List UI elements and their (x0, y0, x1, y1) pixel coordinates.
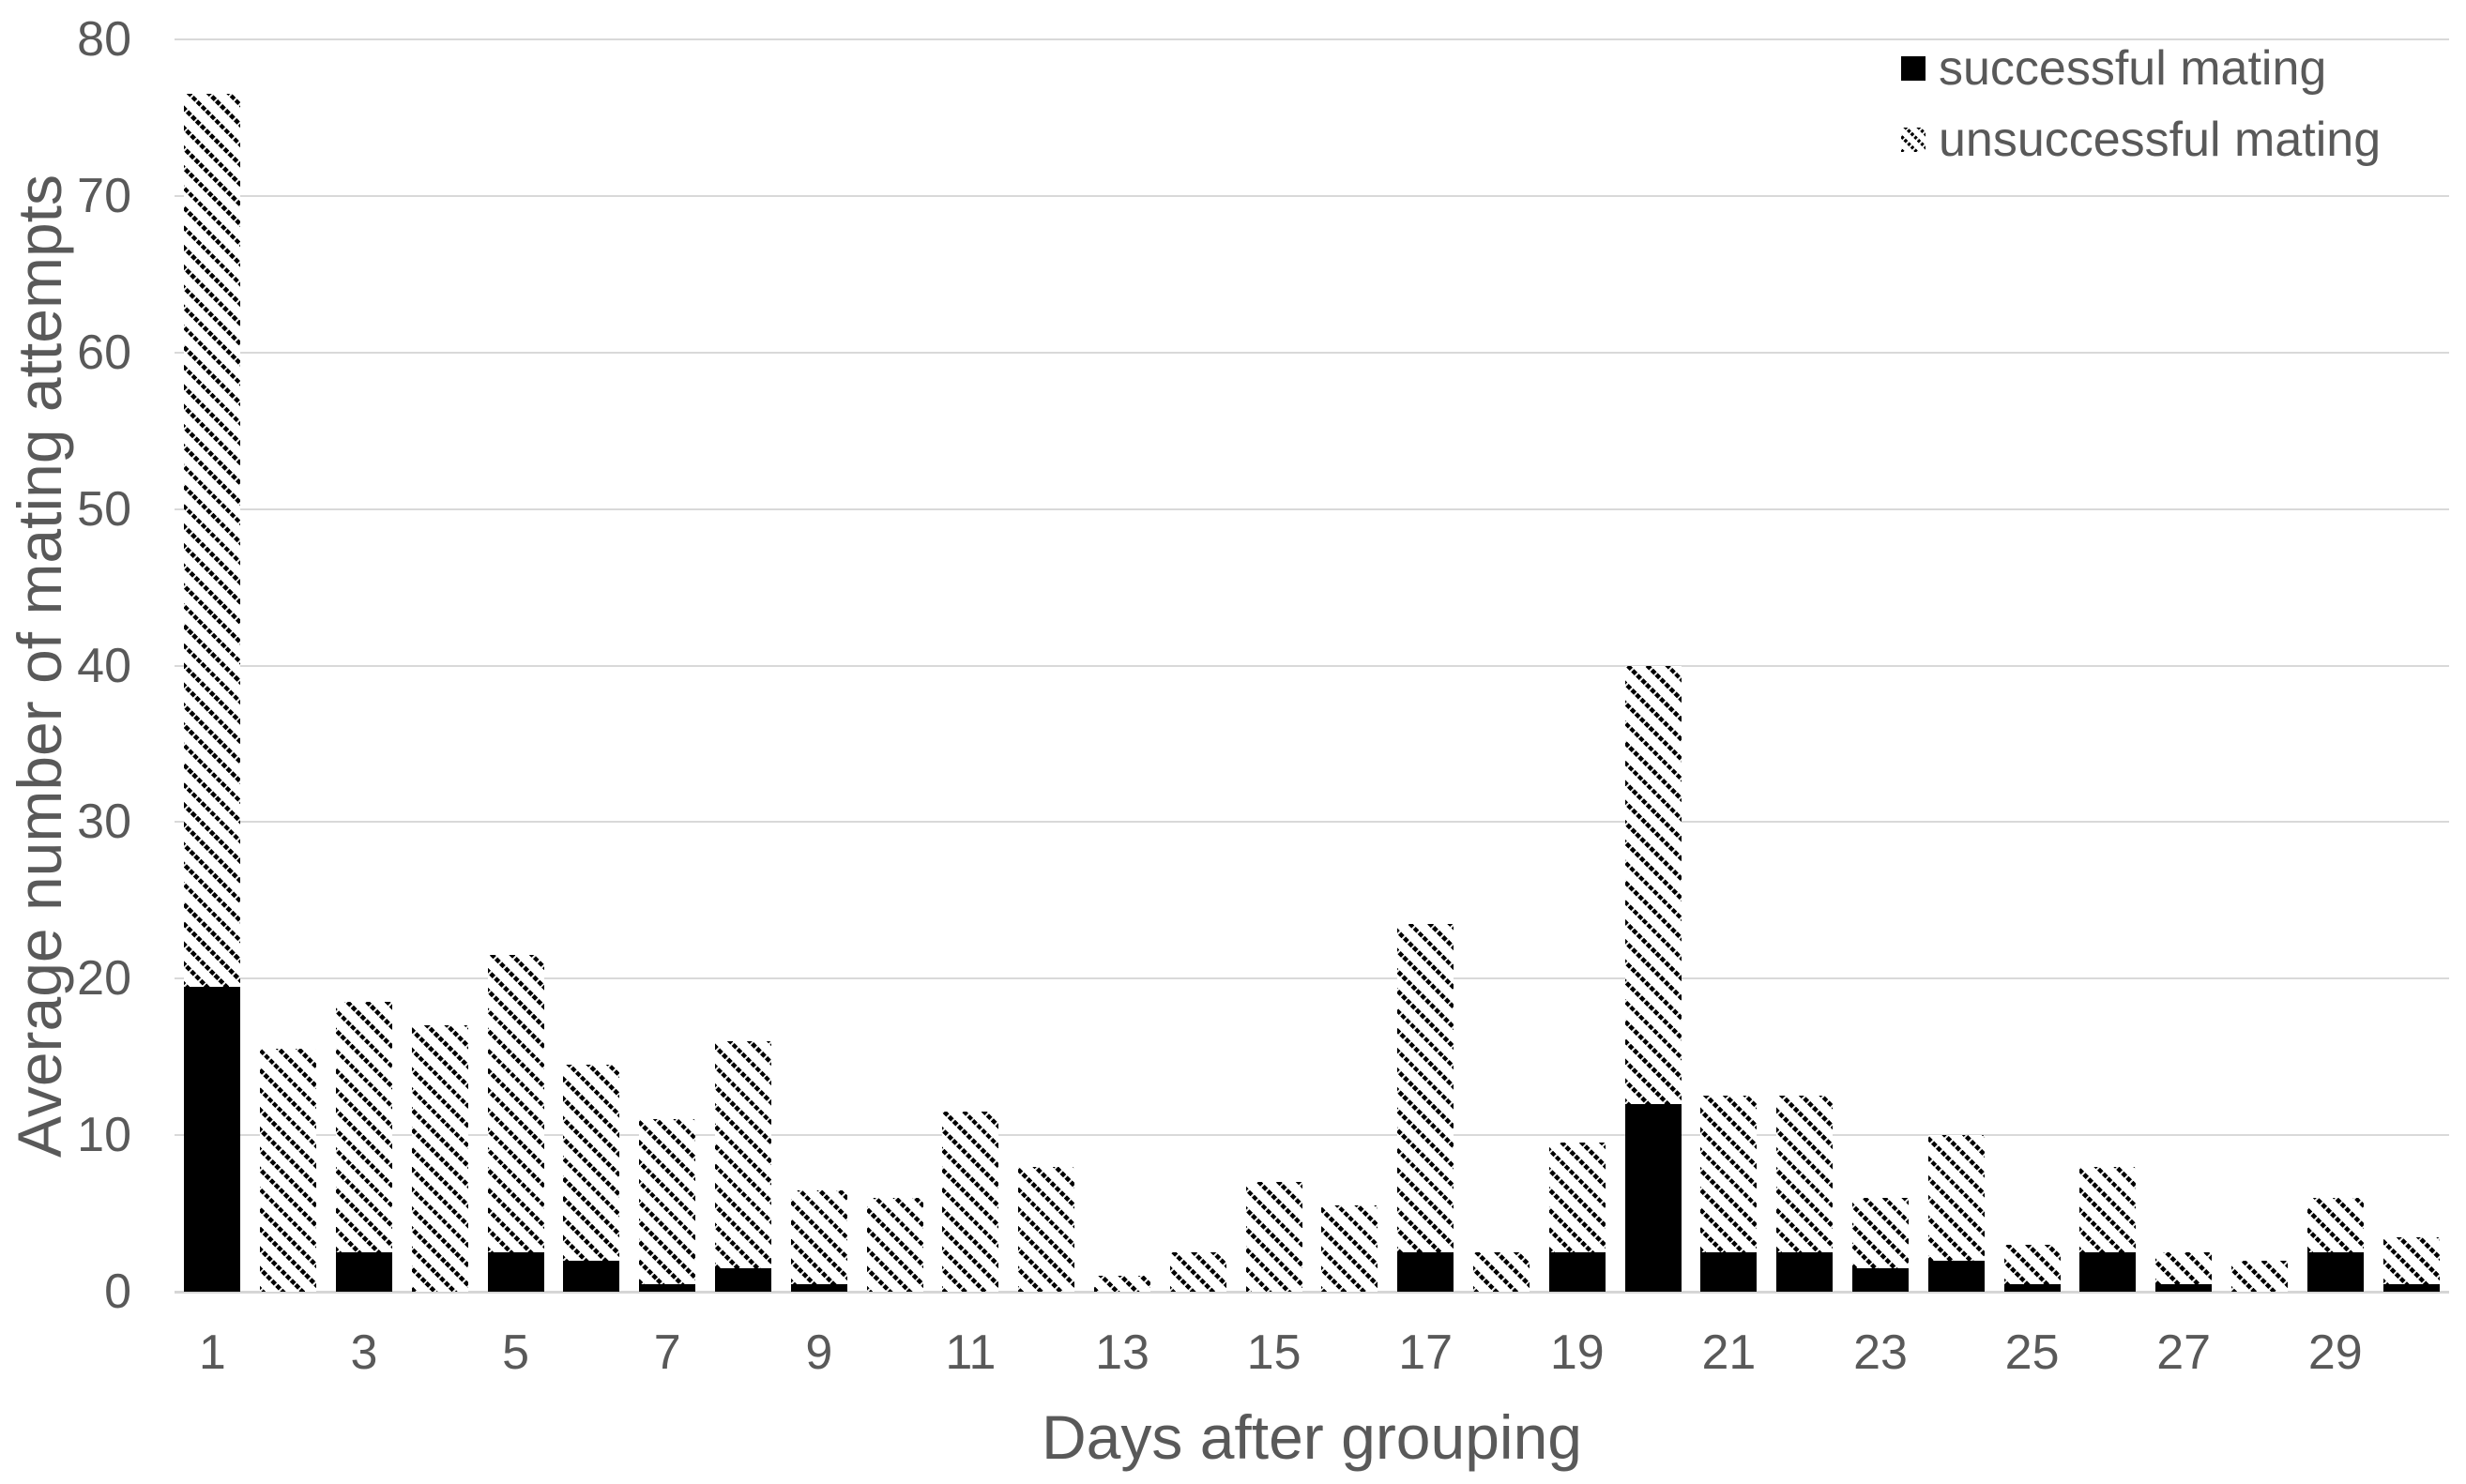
bar-successful-day-17 (1397, 1252, 1454, 1292)
x-tick-label-27: 27 (2156, 1325, 2212, 1380)
bar-unsuccessful-day-26 (2079, 1166, 2137, 1253)
x-tick-label-9: 9 (805, 1325, 833, 1380)
legend: successful mating unsuccessful mating (1901, 41, 2381, 184)
x-tick-label-7: 7 (653, 1325, 681, 1380)
y-tick-label-0: 0 (104, 1264, 131, 1319)
bar-successful-day-29 (2306, 1252, 2364, 1292)
bar-unsuccessful-day-3 (336, 1002, 392, 1253)
y-tick-label-20: 20 (77, 951, 131, 1007)
bar-unsuccessful-day-7 (639, 1119, 696, 1284)
bar-successful-day-19 (1548, 1252, 1606, 1292)
solid-square-icon (1901, 56, 1926, 81)
legend-item-unsuccessful: unsuccessful mating (1901, 113, 2381, 167)
bar-unsuccessful-day-14 (1169, 1252, 1226, 1292)
bar-successful-day-9 (790, 1283, 847, 1292)
bar-unsuccessful-day-24 (1927, 1135, 1985, 1261)
bar-successful-day-23 (1852, 1267, 1909, 1292)
bar-unsuccessful-day-6 (563, 1065, 620, 1261)
bar-successful-day-24 (1927, 1260, 1985, 1292)
bar-successful-day-21 (1700, 1252, 1758, 1292)
bar-successful-day-25 (2003, 1283, 2061, 1292)
bar-unsuccessful-day-23 (1852, 1197, 1909, 1268)
bar-unsuccessful-day-22 (1776, 1096, 1834, 1253)
x-tick-label-11: 11 (945, 1325, 997, 1380)
bar-unsuccessful-day-28 (2231, 1260, 2288, 1292)
bar-unsuccessful-day-18 (1473, 1252, 1530, 1292)
bar-unsuccessful-day-13 (1094, 1276, 1150, 1292)
bar-successful-day-22 (1776, 1252, 1834, 1292)
gridline-y-60 (175, 351, 2449, 354)
bar-unsuccessful-day-8 (715, 1041, 771, 1268)
bar-successful-day-6 (563, 1260, 620, 1292)
gridline-y-40 (175, 664, 2449, 667)
x-axis-title: Days after grouping (1042, 1402, 1582, 1472)
x-tick-label-3: 3 (350, 1325, 378, 1380)
y-tick-label-50: 50 (77, 481, 131, 537)
gridline-y-20 (175, 977, 2449, 980)
bar-unsuccessful-day-30 (2382, 1236, 2440, 1284)
bar-unsuccessful-day-2 (260, 1049, 317, 1292)
bar-unsuccessful-day-19 (1548, 1143, 1606, 1253)
bar-unsuccessful-day-21 (1700, 1096, 1758, 1253)
y-tick-label-60: 60 (77, 325, 131, 380)
gridline-y-80 (175, 38, 2449, 40)
bar-unsuccessful-day-17 (1397, 923, 1454, 1253)
x-tick-label-13: 13 (1095, 1325, 1149, 1380)
x-tick-label-5: 5 (502, 1325, 530, 1380)
x-tick-label-17: 17 (1398, 1325, 1454, 1380)
x-tick-label-21: 21 (1701, 1325, 1757, 1380)
y-tick-label-80: 80 (77, 12, 131, 67)
bar-successful-day-8 (715, 1267, 771, 1292)
bar-successful-day-27 (2155, 1283, 2213, 1292)
bar-successful-day-1 (184, 986, 241, 1292)
gridline-y-50 (175, 507, 2449, 510)
bar-unsuccessful-day-16 (1321, 1205, 1378, 1292)
bar-successful-day-3 (336, 1252, 392, 1292)
bar-successful-day-30 (2382, 1283, 2440, 1292)
bar-unsuccessful-day-5 (487, 955, 544, 1253)
legend-label-successful: successful mating (1939, 41, 2327, 96)
legend-label-unsuccessful: unsuccessful mating (1939, 113, 2382, 167)
bar-successful-day-7 (639, 1283, 696, 1292)
legend-item-successful: successful mating (1901, 41, 2381, 96)
bar-unsuccessful-day-25 (2003, 1244, 2061, 1284)
x-tick-label-29: 29 (2307, 1325, 2363, 1380)
bar-successful-day-20 (1624, 1103, 1682, 1292)
x-tick-label-23: 23 (1853, 1325, 1908, 1380)
bar-unsuccessful-day-27 (2155, 1252, 2213, 1284)
bar-unsuccessful-day-12 (1018, 1166, 1075, 1292)
bar-unsuccessful-day-11 (942, 1112, 999, 1292)
y-tick-label-70: 70 (77, 168, 131, 223)
gridline-y-70 (175, 194, 2449, 197)
bar-unsuccessful-day-1 (184, 94, 241, 987)
y-axis-title: Average number of mating attempts (5, 174, 74, 1158)
bar-successful-day-26 (2079, 1252, 2137, 1292)
hatched-square-icon (1901, 128, 1926, 152)
bar-unsuccessful-day-15 (1245, 1182, 1302, 1292)
bar-unsuccessful-day-9 (790, 1189, 847, 1284)
bar-unsuccessful-day-4 (411, 1025, 468, 1292)
x-axis-line (175, 1291, 2449, 1294)
x-tick-label-1: 1 (198, 1325, 226, 1380)
x-tick-label-19: 19 (1549, 1325, 1605, 1380)
bar-unsuccessful-day-20 (1624, 665, 1682, 1104)
gridline-y-30 (175, 821, 2449, 824)
y-tick-label-40: 40 (77, 638, 131, 693)
bar-successful-day-5 (487, 1252, 544, 1292)
gridline-y-10 (175, 1134, 2449, 1137)
bar-unsuccessful-day-10 (866, 1197, 923, 1292)
x-tick-label-25: 25 (2004, 1325, 2060, 1380)
y-tick-label-30: 30 (77, 795, 131, 850)
bar-unsuccessful-day-29 (2306, 1197, 2364, 1253)
x-tick-label-15: 15 (1246, 1325, 1302, 1380)
y-tick-label-10: 10 (77, 1108, 131, 1163)
